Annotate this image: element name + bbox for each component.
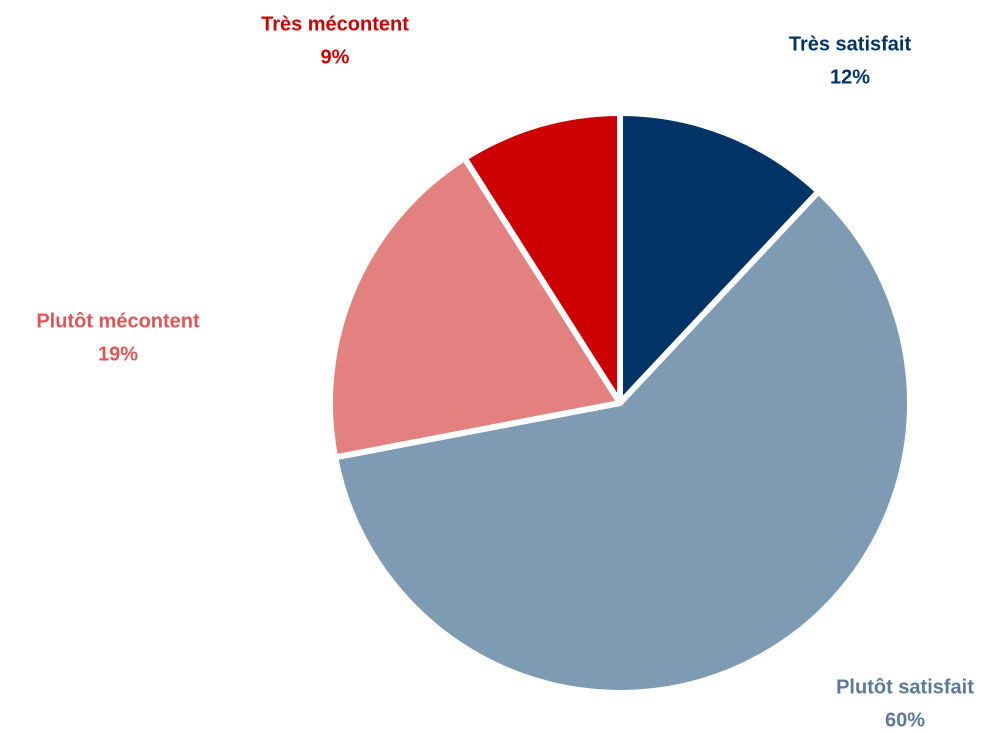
slice-label: Plutôt mécontent bbox=[36, 310, 200, 332]
pie-slice bbox=[617, 110, 822, 406]
slice-label: Plutôt satisfait bbox=[836, 676, 974, 698]
pie-slice bbox=[332, 188, 913, 696]
slice-value-label: 60% bbox=[885, 709, 925, 731]
pie-slice bbox=[327, 155, 623, 461]
slice-value-label: 12% bbox=[830, 66, 870, 88]
pie-slice bbox=[461, 110, 623, 406]
slice-value-label: 9% bbox=[321, 46, 350, 68]
slice-value-label: 19% bbox=[98, 343, 138, 365]
slice-label: Très mécontent bbox=[261, 13, 409, 35]
slice-label: Très satisfait bbox=[789, 33, 912, 55]
